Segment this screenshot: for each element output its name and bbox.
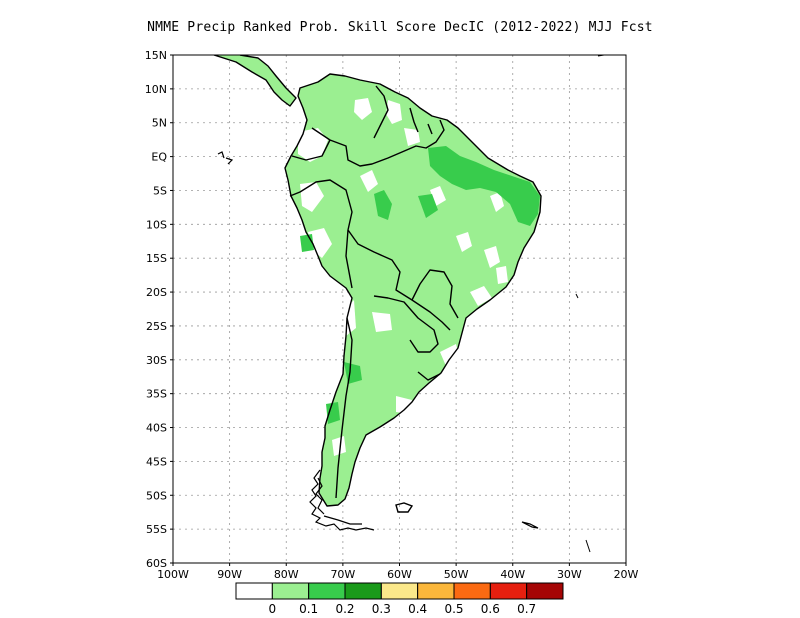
lat-label: 15S bbox=[146, 252, 167, 265]
lon-label: 70W bbox=[330, 568, 355, 581]
colorbar-label: 0.6 bbox=[481, 602, 500, 616]
lat-label: 50S bbox=[146, 489, 167, 502]
skill-zero-patch bbox=[386, 100, 402, 124]
lat-label: 30S bbox=[146, 354, 167, 367]
colorbar-swatch bbox=[271, 582, 310, 600]
lat-label: 55S bbox=[146, 523, 167, 536]
lat-label: 35S bbox=[146, 388, 167, 401]
skill-zero-patch bbox=[440, 344, 460, 366]
lon-label: 80W bbox=[274, 568, 299, 581]
lon-label: 30W bbox=[557, 568, 582, 581]
skill-zero-patch bbox=[490, 192, 504, 212]
skill-zero-patch bbox=[298, 128, 328, 162]
lon-label: 90W bbox=[217, 568, 242, 581]
skill-zero-patch bbox=[300, 182, 324, 212]
colorbar-swatch bbox=[489, 582, 528, 600]
skill-zero-patch bbox=[484, 246, 500, 268]
colorbar-label: 0 bbox=[269, 602, 277, 616]
colorbar-swatch bbox=[417, 582, 455, 600]
longitude-labels: 100W 90W 80W 70W 60W 50W 40W 30W 20W bbox=[157, 563, 639, 581]
colorbar-swatch bbox=[380, 582, 419, 600]
skill-zero-patch bbox=[404, 128, 420, 146]
lon-label: 40W bbox=[500, 568, 525, 581]
skill-zero-patch bbox=[360, 170, 378, 192]
colorbar bbox=[235, 582, 564, 600]
lat-label: 40S bbox=[146, 422, 167, 435]
lon-label: 100W bbox=[157, 568, 189, 581]
coastlines bbox=[213, 55, 542, 507]
colorbar-swatch bbox=[453, 582, 491, 600]
skill-zero-patch bbox=[496, 266, 508, 284]
skill-region-mid bbox=[326, 402, 340, 424]
colorbar-label: 0.1 bbox=[299, 602, 318, 616]
chile-fjords bbox=[309, 469, 375, 531]
skill-zero-patch bbox=[456, 232, 472, 252]
skill-zero-patch bbox=[430, 186, 446, 206]
colorbar-swatch bbox=[235, 582, 273, 600]
lat-label: 25S bbox=[146, 320, 167, 333]
skill-zero-patch bbox=[470, 286, 492, 306]
colorbar-label: 0.5 bbox=[444, 602, 463, 616]
lat-label: 15N bbox=[145, 49, 167, 62]
chart-title: NMME Precip Ranked Prob. Skill Score Dec… bbox=[147, 20, 653, 35]
south-georgia bbox=[521, 521, 539, 529]
colorbar-swatch bbox=[526, 582, 564, 600]
colorbar-label: 0.4 bbox=[408, 602, 427, 616]
lon-label: 20W bbox=[614, 568, 639, 581]
skill-region-mid bbox=[374, 190, 392, 220]
lat-label: 5S bbox=[153, 184, 167, 197]
skill-zero-patch bbox=[396, 396, 412, 414]
galapagos-islands bbox=[217, 151, 234, 165]
colorbar-swatch bbox=[344, 582, 382, 600]
lat-label: 60S bbox=[146, 557, 167, 570]
lat-label: 20S bbox=[146, 286, 167, 299]
skill-region-mid bbox=[428, 146, 540, 226]
lat-label: 45S bbox=[146, 455, 167, 468]
lat-label: 10S bbox=[146, 218, 167, 231]
colorbar-label: 0.7 bbox=[517, 602, 536, 616]
colorbar-swatch bbox=[308, 582, 346, 600]
lon-label: 50W bbox=[444, 568, 469, 581]
colorbar-label: 0.2 bbox=[335, 602, 354, 616]
colorbar-label: 0.3 bbox=[372, 602, 391, 616]
lat-label: 5N bbox=[152, 117, 167, 130]
skill-region-mid bbox=[418, 194, 438, 218]
lon-label: 60W bbox=[387, 568, 412, 581]
lat-label: EQ bbox=[151, 151, 167, 164]
skill-zero-patch bbox=[372, 312, 392, 332]
skill-zero-patch bbox=[332, 436, 346, 456]
latitude-labels: 15N 10N 5N EQ 5S 10S 15S 20S 25S 30S 35S 40S 45S 50S 5… bbox=[145, 49, 173, 570]
falkland-islands bbox=[395, 502, 414, 513]
map-layer bbox=[213, 55, 605, 553]
skill-zero-patch bbox=[308, 228, 332, 258]
colorbar-labels: 0 0.1 0.2 0.3 0.4 0.5 0.6 0.7 bbox=[269, 602, 537, 616]
skill-zero-patch bbox=[354, 98, 372, 120]
lat-label: 10N bbox=[145, 83, 167, 96]
